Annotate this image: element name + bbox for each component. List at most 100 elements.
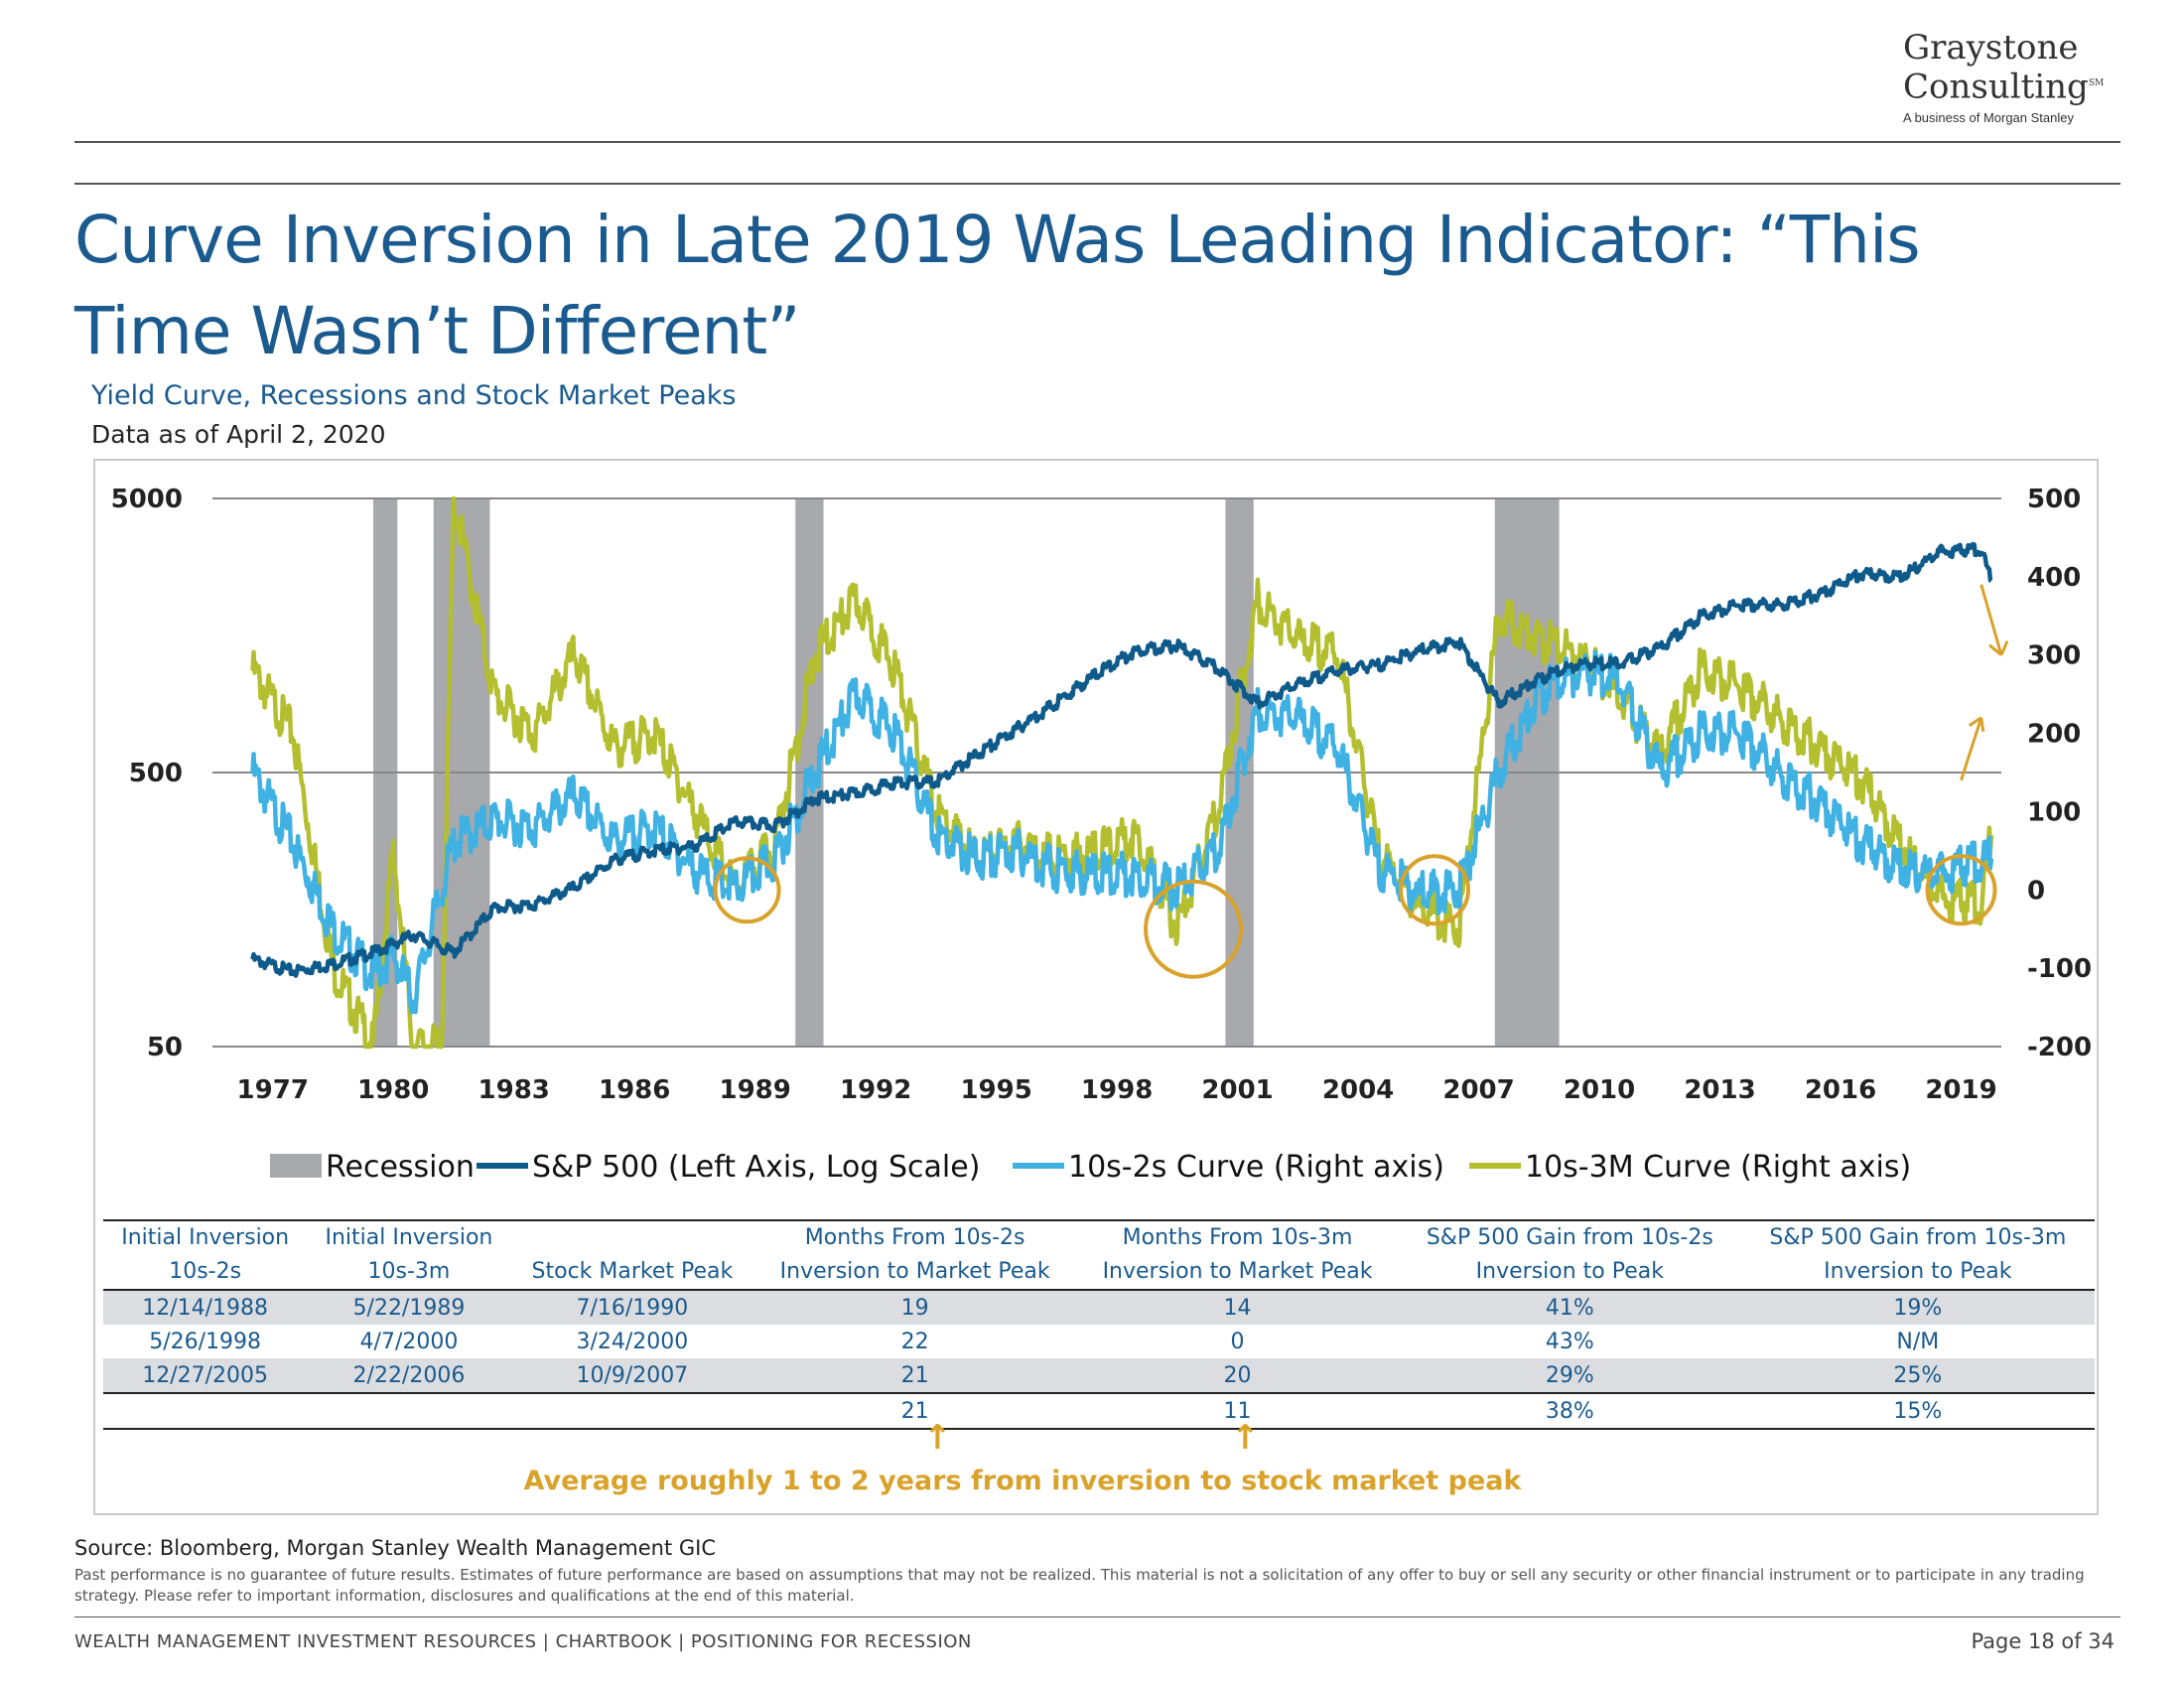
arrow-up-icon: ↑ bbox=[923, 1418, 952, 1458]
logo-sm: SM bbox=[2088, 78, 2105, 88]
inversion-circle bbox=[713, 856, 781, 924]
x-axis-tick: 1986 bbox=[599, 1075, 670, 1105]
table-cell: 2/22/2006 bbox=[307, 1358, 511, 1393]
table-cell: 5/26/1998 bbox=[149, 1329, 262, 1354]
legend-label: 10s-2s Curve (Right axis) bbox=[1068, 1150, 1444, 1185]
table-cell: 21 bbox=[753, 1358, 1077, 1393]
right-axis-tick: 100 bbox=[2027, 797, 2081, 827]
x-axis-tick: 2001 bbox=[1201, 1075, 1273, 1105]
yield-curve-chart: 5000 500 50 500 400 300 200 100 0 -100 -200 1977 198… bbox=[111, 485, 2092, 1185]
table-cell: 43% bbox=[1545, 1329, 1594, 1354]
graystone-logo: Graystone ConsultingSM A business of Mor… bbox=[1903, 30, 2116, 125]
table-cell: 41% bbox=[1399, 1290, 1741, 1325]
table-cell: N/M bbox=[1896, 1329, 1940, 1354]
table-row: 12/14/1988 5/22/1989 7/16/1990 19 14 41%… bbox=[103, 1290, 2095, 1325]
table-cell: 5/22/1989 bbox=[307, 1290, 511, 1325]
disclaimer: Past performance is no guarantee of futu… bbox=[74, 1566, 2085, 1605]
chart-subtitle: Yield Curve, Recessions and Stock Market… bbox=[91, 380, 737, 411]
source-line: Source: Bloomberg, Morgan Stanley Wealth… bbox=[74, 1536, 716, 1560]
table-cell: 3/24/2000 bbox=[576, 1329, 689, 1354]
table-cell: 22 bbox=[900, 1329, 929, 1354]
table-cell bbox=[511, 1393, 754, 1429]
arrow-up-icon: ↑ bbox=[1231, 1418, 1260, 1458]
table-row: 12/27/2005 2/22/2006 10/9/2007 21 20 29%… bbox=[103, 1358, 2095, 1393]
legend-label: 10s-3M Curve (Right axis) bbox=[1525, 1150, 1911, 1185]
table-cell: 38% bbox=[1545, 1398, 1594, 1424]
right-axis-tick: -200 bbox=[2027, 1033, 2092, 1062]
col-gain-10s3m: S&P 500 Gain from 10s-3m Inversion to Pea… bbox=[1769, 1225, 2067, 1284]
table-cell: 21 bbox=[900, 1398, 929, 1424]
left-axis-tick: 500 bbox=[129, 759, 183, 788]
table-cell: 19 bbox=[753, 1290, 1077, 1325]
x-axis-tick: 2016 bbox=[1805, 1075, 1876, 1105]
left-axis-tick: 50 bbox=[147, 1033, 183, 1062]
logo-line1: Graystone bbox=[1903, 28, 2079, 68]
inversion-circle bbox=[1399, 854, 1471, 926]
average-note: Average roughly 1 to 2 years from invers… bbox=[523, 1466, 1522, 1496]
left-axis-tick: 5000 bbox=[111, 485, 183, 514]
table-cell: 25% bbox=[1740, 1358, 2095, 1393]
table-cell: 14 bbox=[1076, 1290, 1399, 1325]
footer-text: WEALTH MANAGEMENT INVESTMENT RESOURCES |… bbox=[74, 1631, 972, 1652]
table-cell bbox=[103, 1393, 307, 1429]
table-row: 5/26/1998 4/7/2000 3/24/2000 22 0 43% N/… bbox=[103, 1325, 2095, 1358]
curve-10s3m-line bbox=[250, 495, 1994, 1050]
table-cell: 4/7/2000 bbox=[359, 1329, 459, 1354]
right-axis-tick: 200 bbox=[2027, 720, 2081, 750]
x-axis-tick: 1983 bbox=[478, 1075, 550, 1105]
col-gain-10s2s: S&P 500 Gain from 10s-2s Inversion to Pea… bbox=[1426, 1225, 1713, 1284]
col-initial-inversion-10s2s: Initial Inversion 10s-2s bbox=[121, 1225, 290, 1284]
right-axis-tick: 300 bbox=[2027, 641, 2081, 671]
right-axis-tick: 0 bbox=[2027, 876, 2045, 906]
table-header-row: Initial Inversion 10s-2s Initial Inversio… bbox=[103, 1220, 2095, 1290]
data-as-of: Data as of April 2, 2020 bbox=[91, 420, 386, 449]
table-average-row: 21 11 38% 15% bbox=[103, 1393, 2095, 1429]
table-cell bbox=[307, 1393, 510, 1429]
col-months-10s3m: Months From 10s-3m Inversion to Market Pe… bbox=[1102, 1225, 1373, 1284]
x-axis-tick: 2007 bbox=[1442, 1075, 1514, 1105]
table-cell: 19% bbox=[1740, 1290, 2095, 1325]
table-cell: 12/14/1988 bbox=[103, 1290, 308, 1325]
footer-divider bbox=[74, 1617, 2120, 1618]
x-axis-tick: 2004 bbox=[1322, 1075, 1394, 1105]
header-divider-top bbox=[74, 141, 2120, 143]
table-cell: 12/27/2005 bbox=[103, 1358, 308, 1393]
x-axis-tick: 1980 bbox=[357, 1075, 429, 1105]
x-axis-tick: 1992 bbox=[840, 1075, 911, 1105]
table-cell: 20 bbox=[1076, 1358, 1399, 1393]
x-axis-tick: 1998 bbox=[1081, 1075, 1153, 1105]
arrow-up-icon bbox=[1960, 716, 1985, 781]
inversion-circle bbox=[1144, 879, 1244, 979]
inversion-table: Initial Inversion 10s-2s Initial Inversio… bbox=[103, 1219, 2095, 1430]
col-stock-market-peak: Stock Market Peak bbox=[531, 1259, 734, 1284]
x-axis-tick: 2019 bbox=[1925, 1075, 1996, 1105]
curve-10s2s-line bbox=[250, 649, 1994, 1015]
page-number: Page 18 of 34 bbox=[1971, 1629, 2115, 1653]
logo-tagline: A business of Morgan Stanley bbox=[1903, 110, 2074, 126]
x-axis-tick: 2010 bbox=[1564, 1075, 1635, 1105]
legend-label: S&P 500 (Left Axis, Log Scale) bbox=[532, 1150, 980, 1185]
right-axis-tick: -100 bbox=[2027, 954, 2092, 984]
col-initial-inversion-10s3m: Initial Inversion 10s-3m bbox=[325, 1225, 493, 1284]
table-cell: 0 bbox=[1230, 1329, 1245, 1354]
right-axis-tick: 500 bbox=[2027, 485, 2081, 514]
table-cell: 7/16/1990 bbox=[510, 1290, 754, 1325]
sp500-line bbox=[250, 542, 1993, 978]
logo-line2: ConsultingSM bbox=[1903, 67, 2105, 107]
x-axis-tick: 1989 bbox=[719, 1075, 790, 1105]
x-axis-tick: 1977 bbox=[237, 1075, 309, 1105]
arrow-down-icon bbox=[1979, 584, 2009, 656]
col-months-10s2s: Months From 10s-2s Inversion to Market Pe… bbox=[779, 1225, 1050, 1284]
table-cell: 29% bbox=[1399, 1358, 1741, 1393]
table-cell: 15% bbox=[1893, 1398, 1943, 1424]
table-cell: 11 bbox=[1223, 1398, 1252, 1424]
x-axis-tick: 2013 bbox=[1684, 1075, 1755, 1105]
right-axis-tick: 400 bbox=[2027, 563, 2081, 593]
header-divider-bottom bbox=[74, 183, 2120, 185]
inversion-circle bbox=[1925, 854, 1997, 926]
legend-swatch-recession bbox=[270, 1154, 322, 1178]
table-cell: 10/9/2007 bbox=[510, 1358, 754, 1393]
page-title: Curve Inversion in Late 2019 Was Leading… bbox=[74, 202, 1921, 369]
legend-label: Recession bbox=[326, 1150, 475, 1185]
chart-panel: 5000 500 50 500 400 300 200 100 0 -100 -200 1977 198… bbox=[93, 459, 2099, 1515]
